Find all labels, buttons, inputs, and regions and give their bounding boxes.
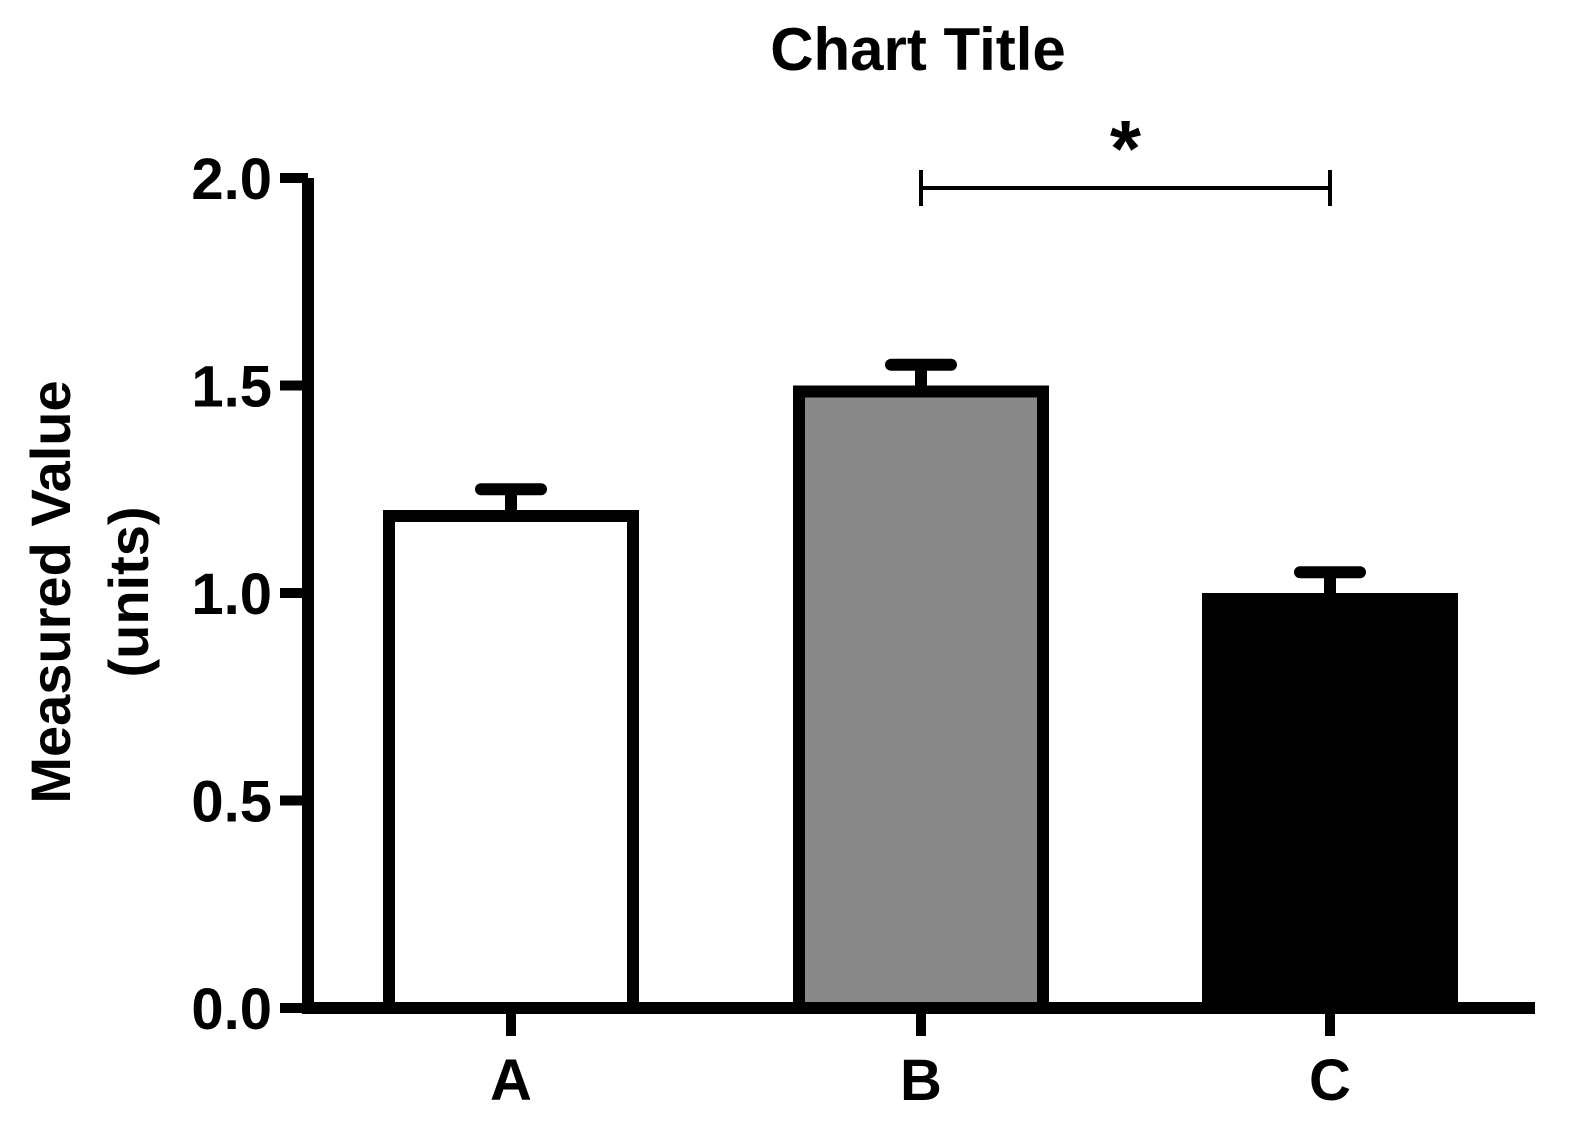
x-tick-label-b: B [900, 1048, 942, 1113]
x-tick-label-c: C [1309, 1048, 1351, 1113]
y-tick-label: 1.0 [191, 562, 272, 627]
significance-label: * [1110, 104, 1142, 193]
y-tick-label: 1.5 [191, 355, 272, 420]
y-tick-label: 2.0 [191, 147, 272, 212]
y-tick-label: 0.0 [191, 977, 272, 1042]
x-tick-label-a: A [490, 1048, 532, 1113]
bar-c [1202, 593, 1458, 1014]
bar-a [383, 510, 639, 1014]
bar-b [793, 385, 1049, 1014]
y-tick-label: 0.5 [191, 770, 272, 835]
chart-title: Chart Title [770, 16, 1066, 83]
y-axis-label-units: (units) [97, 506, 160, 677]
y-axis-label: Measured Value [19, 380, 82, 803]
plot-area: 0.0 0.5 1.0 1.5 2.0 A B C * [191, 104, 1535, 1113]
